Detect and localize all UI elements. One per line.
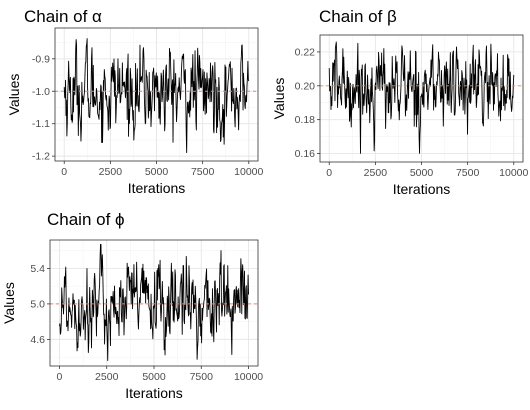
chart-title: Chain of β	[319, 7, 397, 26]
x-tick-label: 2500	[364, 167, 388, 179]
x-tick-label: 0	[57, 371, 63, 383]
x-tick-label: 10000	[234, 371, 263, 383]
y-tick-label: 4.6	[30, 334, 45, 346]
y-axis-title: Values	[6, 74, 22, 116]
chart-title: Chain of ϕ	[47, 210, 125, 229]
x-tick-label: 5000	[142, 371, 166, 383]
chain-trace-line	[59, 243, 249, 361]
x-tick-label: 10000	[234, 166, 263, 178]
chain-trace-line	[328, 41, 515, 154]
x-axis-title: Iterations	[125, 385, 183, 401]
chart-title: Chain of α	[24, 7, 102, 26]
x-tick-label: 7500	[456, 167, 480, 179]
x-tick-label: 2500	[95, 371, 119, 383]
y-axis-title: Values	[1, 282, 17, 324]
x-tick-label: 2500	[99, 166, 123, 178]
x-tick-label: 0	[61, 166, 67, 178]
x-tick-label: 7500	[191, 166, 215, 178]
y-tick-label: 0.16	[295, 148, 316, 160]
y-tick-label: -1.1	[32, 118, 50, 130]
y-tick-label: 0.20	[295, 80, 316, 92]
x-axis-title: Iterations	[393, 181, 451, 197]
y-tick-label: 5.0	[30, 298, 45, 310]
y-tick-label: 5.4	[30, 263, 45, 275]
x-tick-label: 5000	[410, 167, 434, 179]
x-tick-label: 7500	[190, 371, 214, 383]
y-tick-label: -1.2	[32, 151, 50, 163]
x-axis-title: Iterations	[128, 180, 186, 196]
chain-trace-line	[63, 38, 250, 154]
x-tick-label: 10000	[499, 167, 528, 179]
chart-panel-0: 0 2500 5000 7500 10000 -1.2 -1.1 -1.0 -0.9 Iterat…	[6, 7, 264, 196]
x-tick-label: 5000	[145, 166, 169, 178]
x-tick-label: 0	[326, 167, 332, 179]
chart-panel-1: 0 2500 5000 7500 10000 0.16 0.18 0.20 0.22 Iterat…	[271, 7, 529, 197]
chart-panel-2: 0 2500 5000 7500 10000 4.6 5.0 5.4 Iterations Val…	[1, 210, 263, 401]
y-tick-label: 0.22	[295, 46, 316, 58]
y-tick-label: 0.18	[295, 114, 316, 126]
y-axis-title: Values	[271, 78, 287, 120]
y-tick-label: -0.9	[32, 53, 50, 65]
y-tick-label: -1.0	[32, 86, 50, 98]
